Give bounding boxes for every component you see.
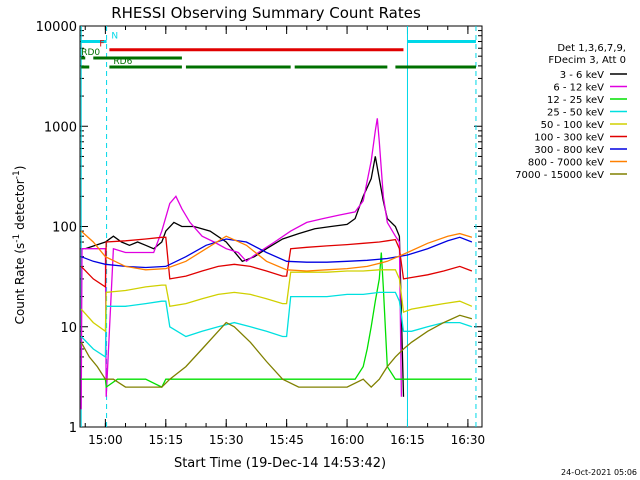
annotation-label: RD0 — [81, 48, 100, 58]
legend-entry-label: 12 - 25 keV — [547, 95, 604, 106]
legend-header: FDecim 3, Att 0 — [548, 55, 626, 66]
annotation-label: F — [99, 40, 104, 50]
y-axis-label-end: ) — [13, 166, 27, 171]
legend-entry-label: 3 - 6 keV — [560, 70, 604, 81]
legend-entry-label: 50 - 100 keV — [541, 120, 605, 131]
legend-entry-label: 25 - 50 keV — [547, 108, 604, 119]
y-tick-label: 1000 — [44, 120, 77, 135]
legend-entry-label: 300 - 800 keV — [534, 145, 604, 156]
legend-entry-label: 7000 - 15000 keV — [515, 170, 604, 181]
annotation-label: N — [111, 32, 118, 42]
series-line — [80, 314, 473, 389]
series-line — [80, 291, 473, 359]
legend: Det 1,3,6,7,9,FDecim 3, Att 0 3 - 6 keV 6 … — [515, 43, 627, 181]
plot-area: 15:00 15:15 15:30 15:45 16:00 16:15 16:30 1 10 10… — [36, 20, 486, 447]
x-tick-label: 15:00 — [88, 433, 123, 447]
y-axis-label-mid: detector — [13, 179, 27, 234]
series-line — [81, 252, 472, 389]
series-line — [80, 230, 473, 272]
chart-title: RHESSI Observing Summary Count Rates — [111, 4, 421, 22]
legend-entry-label: 6 - 12 keV — [553, 83, 604, 94]
x-tick-label: 15:15 — [149, 433, 184, 447]
y-tick-label: 100 — [52, 221, 77, 236]
series-line — [80, 269, 473, 333]
series-line — [80, 236, 473, 269]
y-axis-label: Count Rate (s-1 detector-1) — [12, 166, 27, 325]
y-tick-label: 1 — [69, 421, 77, 436]
x-tick-label: 15:30 — [209, 433, 244, 447]
y-axis-label-exp2: -1 — [12, 170, 22, 179]
x-tick-label: 15:45 — [269, 433, 304, 447]
y-axis-label-main: Count Rate (s — [13, 243, 27, 325]
y-tick-label: 10000 — [36, 20, 77, 35]
legend-entry-label: 800 - 7000 keV — [528, 158, 604, 169]
series-line — [80, 236, 473, 289]
x-tick-label: 16:30 — [451, 433, 486, 447]
x-tick-label: 16:00 — [330, 433, 365, 447]
legend-entry-label: 100 - 300 keV — [534, 133, 604, 144]
annotation-label: RD6 — [113, 57, 132, 67]
footer-timestamp: 24-Oct-2021 05:06 — [561, 468, 637, 477]
legend-header: Det 1,3,6,7,9, — [557, 43, 626, 54]
x-tick-label: 16:15 — [390, 433, 425, 447]
plot-frame — [79, 25, 483, 428]
series-line — [84, 156, 405, 397]
x-axis-label: Start Time (19-Dec-14 14:53:42) — [174, 456, 386, 471]
y-axis-label-exp1: -1 — [12, 234, 22, 243]
y-tick-label: 10 — [60, 321, 77, 336]
series-line — [80, 118, 403, 410]
